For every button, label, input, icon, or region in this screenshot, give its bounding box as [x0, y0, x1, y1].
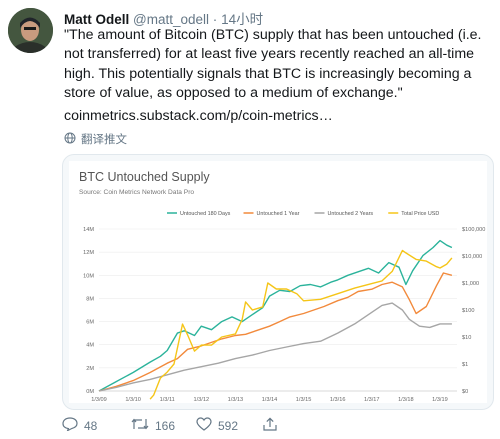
legend-label: Untouched 180 Days: [180, 211, 231, 217]
y-right-tick: $0: [462, 389, 468, 395]
y-left-tick: 6M: [86, 320, 94, 326]
legend-label: Total Price USD: [401, 211, 439, 217]
legend-label: Untouched 2 Years: [328, 211, 374, 217]
reply-count: 48: [84, 418, 98, 433]
like-count: 592: [218, 418, 239, 433]
legend-label: Untouched 1 Year: [257, 211, 300, 217]
tweet-text: "The amount of Bitcoin (BTC) supply that…: [64, 27, 482, 101]
tweet-link[interactable]: coinmetrics.substack.com/p/coin-metrics…: [64, 108, 333, 124]
y-axis-left: 0M 2M 4M 6M 8M 10M 12M 14M: [83, 227, 94, 395]
x-tick: 1/3/13: [228, 397, 244, 403]
chart-grid: [99, 228, 457, 392]
y-right-tick: $100: [462, 308, 474, 314]
tweet-header: Matt Odell @matt_odell · 14小时: [64, 8, 263, 28]
x-tick: 1/3/10: [125, 397, 141, 403]
like-button[interactable]: 592: [196, 417, 238, 434]
tweet-actions: 48 166 592: [0, 417, 500, 437]
chart-legend: Untouched 180 Days Untouched 1 Year Untouc…: [167, 211, 439, 217]
share-button[interactable]: [262, 417, 278, 435]
chart: BTC Untouched Supply Source: Coin Metric…: [69, 161, 487, 403]
x-tick: 1/3/17: [364, 397, 380, 403]
share-icon: [262, 417, 278, 435]
chart-title: BTC Untouched Supply: [79, 170, 210, 184]
y-left-tick: 12M: [83, 250, 94, 256]
separator: ·: [212, 12, 218, 27]
avatar[interactable]: [8, 8, 53, 53]
retweet-button[interactable]: 166: [131, 417, 175, 434]
translate-button[interactable]: 翻译推文: [64, 131, 127, 147]
x-tick: 1/3/16: [330, 397, 346, 403]
chart-lines: [98, 239, 453, 400]
x-tick: 1/3/09: [91, 397, 107, 403]
x-tick: 1/3/19: [432, 397, 448, 403]
x-tick: 1/3/11: [160, 397, 175, 403]
translate-label: 翻译推文: [81, 134, 127, 146]
reply-icon: [62, 417, 78, 434]
x-tick: 1/3/18: [398, 397, 414, 403]
y-left-tick: 14M: [83, 227, 94, 233]
series-line: [98, 302, 452, 392]
series-line: [149, 249, 453, 400]
y-right-tick: $1,000: [462, 281, 479, 287]
link-card[interactable]: BTC Untouched Supply Source: Coin Metric…: [62, 154, 494, 410]
series-line: [98, 239, 453, 392]
y-left-tick: 4M: [86, 343, 94, 349]
y-right-tick: $10,000: [462, 254, 482, 260]
retweet-icon: [131, 417, 149, 434]
retweet-count: 166: [155, 418, 176, 433]
timestamp[interactable]: 14小时: [221, 12, 264, 27]
reply-button[interactable]: 48: [62, 417, 97, 434]
y-right-tick: $100,000: [462, 227, 485, 233]
x-tick: 1/3/14: [262, 397, 278, 403]
author-handle[interactable]: @matt_odell: [133, 12, 210, 27]
y-left-tick: 0M: [86, 389, 94, 395]
author-name[interactable]: Matt Odell: [64, 12, 130, 27]
globe-icon: [64, 132, 76, 147]
x-tick: 1/3/12: [194, 397, 210, 403]
x-tick: 1/3/15: [296, 397, 312, 403]
heart-icon: [196, 417, 212, 434]
chart-subtitle: Source: Coin Metrics Network Data Pro: [79, 189, 194, 196]
y-left-tick: 8M: [86, 296, 94, 302]
y-left-tick: 2M: [86, 366, 94, 372]
y-left-tick: 10M: [83, 273, 94, 279]
series-line: [98, 272, 453, 392]
y-right-tick: $1: [462, 362, 468, 368]
y-axis-right: $0 $1 $10 $100 $1,000 $10,000 $100,000: [462, 227, 485, 395]
y-right-tick: $10: [462, 335, 471, 341]
x-axis: 1/3/09 1/3/10 1/3/11 1/3/12 1/3/13 1/3/14 1/3/…: [91, 397, 448, 403]
